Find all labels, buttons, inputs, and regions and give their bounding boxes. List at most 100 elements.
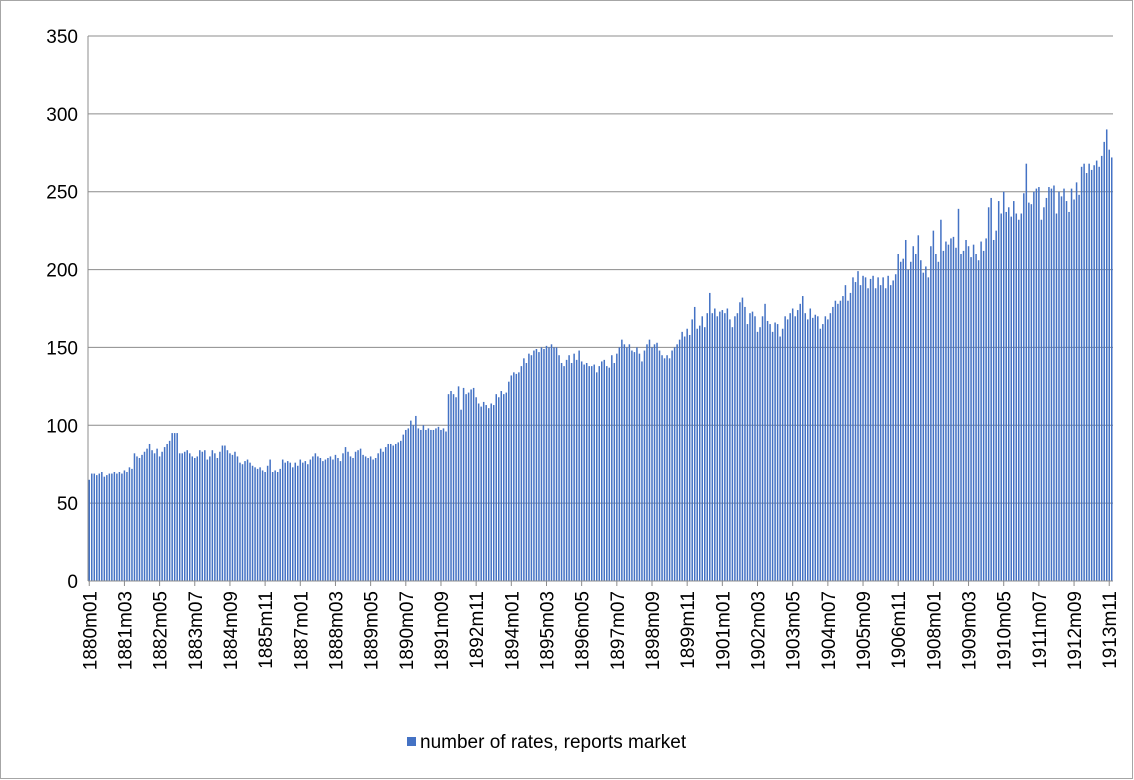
- bar: [877, 277, 879, 581]
- x-tick-label: 1889m05: [362, 591, 383, 670]
- bar: [872, 275, 874, 581]
- bar: [372, 459, 374, 581]
- bar: [379, 448, 382, 581]
- bar: [214, 453, 216, 581]
- x-tick-label: 1901m01: [713, 591, 734, 670]
- bar: [349, 456, 352, 581]
- bar: [538, 352, 540, 581]
- bar: [1043, 207, 1045, 582]
- bar: [1002, 191, 1005, 581]
- bar: [342, 453, 344, 581]
- bar: [1053, 185, 1055, 581]
- bar: [643, 350, 646, 581]
- bar: [505, 392, 508, 581]
- y-tick-label: 0: [67, 572, 78, 593]
- bar: [568, 355, 570, 581]
- bar: [565, 359, 568, 581]
- bar: [789, 313, 791, 581]
- bar: [138, 457, 141, 581]
- bar: [1040, 219, 1043, 581]
- bar: [98, 473, 101, 581]
- bar: [932, 230, 935, 581]
- bar: [211, 450, 214, 581]
- bar: [611, 355, 613, 581]
- bar: [801, 296, 804, 581]
- bar: [595, 372, 598, 581]
- bar: [897, 254, 899, 581]
- bar: [332, 459, 334, 581]
- bar: [131, 468, 133, 581]
- x-tick-label: 1887m01: [291, 591, 312, 670]
- bar: [709, 292, 711, 581]
- bar: [693, 306, 696, 581]
- bar: [962, 250, 965, 581]
- bar: [264, 472, 266, 581]
- bar: [947, 244, 950, 581]
- bar: [281, 459, 284, 581]
- bar: [1105, 129, 1108, 581]
- bar: [1028, 202, 1030, 581]
- bar: [216, 457, 219, 581]
- bar: [397, 442, 400, 581]
- bar: [412, 425, 415, 581]
- x-tick-label: 1894m01: [502, 591, 523, 670]
- bar: [121, 473, 123, 581]
- bar: [322, 461, 324, 581]
- x-tick-label: 1906m11: [889, 591, 910, 669]
- bar: [113, 472, 116, 581]
- bar: [937, 261, 940, 581]
- bar: [794, 316, 796, 581]
- bar: [229, 453, 231, 581]
- bar: [608, 367, 611, 581]
- bar: [410, 420, 412, 581]
- bar: [307, 464, 309, 581]
- bar: [520, 366, 523, 581]
- bar: [93, 473, 96, 581]
- bar: [276, 472, 279, 581]
- bar: [970, 257, 972, 581]
- bar: [91, 473, 93, 581]
- bar: [540, 347, 543, 581]
- bar: [844, 285, 847, 581]
- bar: [432, 429, 435, 581]
- bar: [601, 361, 603, 581]
- y-tick-label: 100: [46, 416, 78, 437]
- bar: [749, 313, 751, 581]
- bar: [671, 350, 673, 581]
- bar: [1065, 201, 1068, 582]
- bar: [882, 277, 884, 581]
- bar: [219, 451, 221, 581]
- bar: [344, 447, 347, 581]
- bar: [523, 358, 525, 581]
- bar: [487, 408, 490, 581]
- bar: [606, 366, 608, 581]
- bar: [334, 454, 337, 581]
- bar: [241, 464, 244, 581]
- bar: [133, 453, 136, 581]
- bar: [382, 451, 384, 581]
- bar: [415, 415, 417, 581]
- x-tick-label: 1892m11: [467, 591, 488, 669]
- bar: [101, 472, 103, 581]
- bar: [741, 297, 744, 581]
- bar: [910, 261, 912, 581]
- bar: [440, 429, 442, 581]
- y-tick-label: 200: [46, 261, 78, 282]
- bar: [754, 316, 756, 581]
- bar: [771, 331, 774, 581]
- bar: [809, 308, 812, 581]
- bar: [256, 468, 259, 581]
- bar: [867, 288, 869, 581]
- bar: [535, 348, 538, 581]
- bar: [1075, 182, 1078, 581]
- bar: [244, 461, 246, 581]
- bar: [513, 372, 515, 581]
- bar: [400, 440, 402, 581]
- bar: [1018, 219, 1020, 581]
- bar: [158, 456, 161, 581]
- bar: [1000, 213, 1002, 581]
- bar: [1050, 188, 1053, 581]
- bar: [759, 327, 761, 581]
- bar: [498, 397, 500, 581]
- bar: [490, 403, 492, 581]
